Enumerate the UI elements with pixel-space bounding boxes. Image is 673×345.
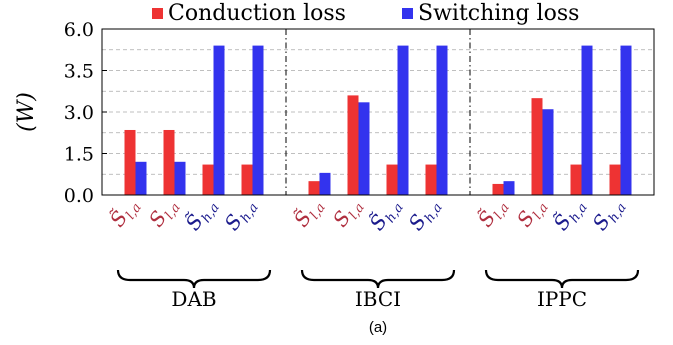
bar-conduction-loss [202, 164, 214, 195]
y-tick-label: 3.5 [64, 61, 94, 83]
bar-switching-loss [135, 161, 147, 195]
x-category-label: Sh,a [219, 193, 261, 237]
bar-switching-loss [174, 161, 186, 195]
legend-swatch [402, 8, 413, 19]
group-braces: DAB IBCI IPPC [116, 269, 640, 311]
x-category-label: S̃h,a [548, 193, 590, 237]
x-category-label: Sl,a [144, 193, 184, 233]
bar-switching-loss [581, 45, 593, 195]
group-label: DAB [171, 287, 216, 311]
x-category-label: S̃l,a [105, 193, 145, 233]
y-tick-label: 0.0 [64, 185, 94, 207]
bar-switching-loss [252, 45, 264, 195]
x-category-label: Sl,a [512, 193, 552, 233]
bar-switching-loss [397, 45, 409, 195]
x-category-label: S̃h,a [180, 193, 222, 237]
group-brace [484, 269, 640, 289]
bar-conduction-loss [492, 183, 504, 195]
bar-conduction-loss [386, 164, 398, 195]
group-label: IBCI [355, 287, 401, 311]
bars [124, 45, 632, 195]
bar-conduction-loss [163, 129, 175, 195]
group-label: IPPC [537, 287, 587, 311]
y-tick-label: 3.0 [64, 102, 94, 124]
bar-conduction-loss [124, 129, 136, 195]
group-brace [300, 269, 456, 289]
bar-conduction-loss [241, 164, 253, 195]
legend-swatch [152, 8, 163, 19]
bar-switching-loss [542, 109, 554, 195]
figure-caption: (a) [369, 319, 387, 336]
y-tick-labels: 0.0 1.5 3.0 3.5 6.0 [64, 19, 94, 207]
bar-conduction-loss [308, 181, 320, 195]
group-brace [116, 269, 272, 289]
bar-conduction-loss [425, 164, 437, 195]
bar-conduction-loss [570, 164, 582, 195]
x-category-label: S̃l,a [289, 193, 329, 233]
x-category-label: Sh,a [403, 193, 445, 237]
x-category-labels: S̃l,aSl,aS̃h,aSh,a S̃l,aSl,aS̃h,aSh,a S̃l,… [105, 193, 630, 237]
legend-label: Switching loss [418, 1, 579, 26]
bar-switching-loss [620, 45, 632, 195]
bar-switching-loss [319, 172, 331, 195]
bar-switching-loss [213, 45, 225, 195]
legend-label: Conduction loss [168, 1, 346, 26]
axes [101, 28, 655, 196]
grid-lines [102, 49, 654, 175]
bar-switching-loss [358, 102, 370, 195]
y-tick-label: 1.5 [64, 144, 94, 166]
bar-switching-loss [503, 181, 515, 195]
y-axis-label: (W) [14, 92, 39, 132]
x-category-label: S̃h,a [364, 193, 406, 237]
bar-conduction-loss [531, 98, 543, 195]
bar-conduction-loss [609, 164, 621, 195]
bar-conduction-loss [347, 95, 359, 195]
legend: Conduction loss Switching loss [152, 1, 579, 26]
bar-switching-loss [436, 45, 448, 195]
x-category-label: S̃l,a [473, 193, 513, 233]
x-category-label: Sh,a [587, 193, 629, 237]
x-category-label: Sl,a [328, 193, 368, 233]
y-tick-label: 6.0 [64, 19, 94, 41]
